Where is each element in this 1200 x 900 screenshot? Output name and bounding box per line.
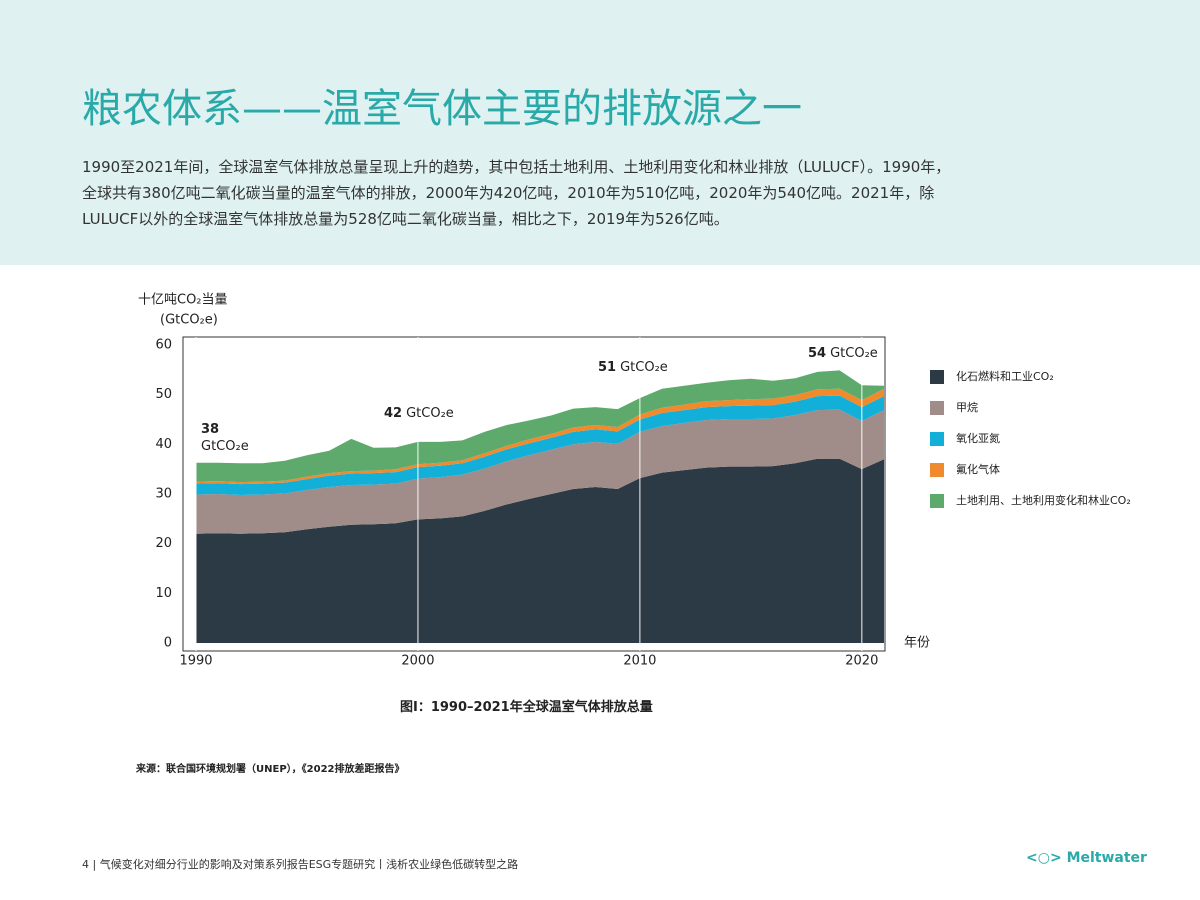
y-tick-label: 10 bbox=[155, 586, 172, 601]
y-tick-label: 60 bbox=[155, 338, 172, 353]
page-number: 4 bbox=[82, 858, 89, 871]
annotation-unit: GtCO₂e bbox=[830, 346, 878, 361]
annotation-unit: GtCO₂e bbox=[620, 360, 668, 375]
y-axis-label: 十亿吨CO₂当量 bbox=[138, 293, 228, 308]
brand-name: Meltwater bbox=[1066, 850, 1147, 866]
annotation: 42 GtCO₂e bbox=[384, 406, 454, 421]
annotation-value: 42 bbox=[384, 406, 402, 421]
annotation-unit: GtCO₂e bbox=[201, 439, 249, 454]
paragraph-line: LULUCF以外的全球温室气体排放总量为528亿吨二氧化碳当量，相比之下，201… bbox=[82, 210, 729, 228]
legend-swatch bbox=[930, 432, 944, 446]
area bbox=[196, 409, 884, 534]
footer: 4 | 气候变化对细分行业的影响及对策系列报告ESG专题研究丨浅析农业绿色低碳转… bbox=[82, 856, 518, 872]
plot-frame bbox=[182, 336, 886, 652]
intro-paragraph: 1990至2021年间，全球温室气体排放总量呈现上升的趋势，其中包括土地利用、土… bbox=[82, 154, 950, 232]
x-tick-label: 2020 bbox=[845, 654, 878, 669]
footer-text: 气候变化对细分行业的影响及对策系列报告ESG专题研究丨浅析农业绿色低碳转型之路 bbox=[99, 858, 519, 871]
x-tick-label: 2000 bbox=[401, 654, 434, 669]
legend-swatch bbox=[930, 401, 944, 415]
paragraph-line: 全球共有380亿吨二氧化碳当量的温室气体的排放，2000年为420亿吨，2010… bbox=[82, 184, 935, 202]
y-tick-label: 40 bbox=[155, 437, 172, 452]
brand-logo: <○> Meltwater bbox=[1026, 850, 1147, 866]
annotation-unit: GtCO₂e bbox=[406, 406, 454, 421]
x-tick-label: 1990 bbox=[179, 654, 212, 669]
legend-swatch bbox=[930, 463, 944, 477]
legend-swatch bbox=[930, 494, 944, 508]
y-tick-label: 0 bbox=[164, 636, 172, 651]
legend-label: 氧化亚氮 bbox=[956, 431, 1000, 445]
y-tick-label: 20 bbox=[155, 536, 172, 551]
chart: 十亿吨CO₂当量 (GtCO₂e) 年份 0 10 20 30 40 50 60 1990 2000 2… bbox=[138, 293, 1131, 669]
x-tick-label: 2010 bbox=[623, 654, 656, 669]
y-tick-label: 50 bbox=[155, 387, 172, 402]
page-title: 粮农体系——温室气体主要的排放源之一 bbox=[82, 86, 802, 132]
header-band: 粮农体系——温室气体主要的排放源之一 1990至2021年间，全球温室气体排放总… bbox=[0, 0, 1200, 265]
annotation-value: 51 bbox=[598, 360, 616, 375]
area bbox=[196, 395, 884, 495]
separator: | bbox=[92, 858, 97, 871]
y-tick-label: 30 bbox=[155, 487, 172, 502]
legend-swatch bbox=[930, 370, 944, 384]
legend-label: 土地利用、土地利用变化和林业CO₂ bbox=[956, 493, 1131, 507]
area bbox=[196, 458, 884, 643]
figure-caption: 图I：1990–2021年全球温室气体排放总量 bbox=[400, 700, 653, 715]
area bbox=[196, 370, 884, 483]
annotation: 54 GtCO₂e bbox=[808, 346, 878, 361]
legend-label: 化石燃料和工业CO₂ bbox=[956, 369, 1054, 383]
annotation-value: 38 bbox=[201, 422, 219, 437]
legend-label: 氟化气体 bbox=[956, 462, 1000, 476]
annotation: 51 GtCO₂e bbox=[598, 360, 668, 375]
annotation: 38 GtCO₂e bbox=[201, 422, 249, 454]
x-axis-label: 年份 bbox=[904, 636, 930, 651]
annotation-value: 54 bbox=[808, 346, 826, 361]
paragraph-line: 1990至2021年间，全球温室气体排放总量呈现上升的趋势，其中包括土地利用、土… bbox=[82, 158, 951, 176]
source-note: 来源：联合国环境规划署（UNEP），《2022排放差距报告》 bbox=[136, 764, 405, 775]
legend-label: 甲烷 bbox=[956, 400, 978, 414]
y-axis-label: (GtCO₂e) bbox=[160, 313, 218, 328]
